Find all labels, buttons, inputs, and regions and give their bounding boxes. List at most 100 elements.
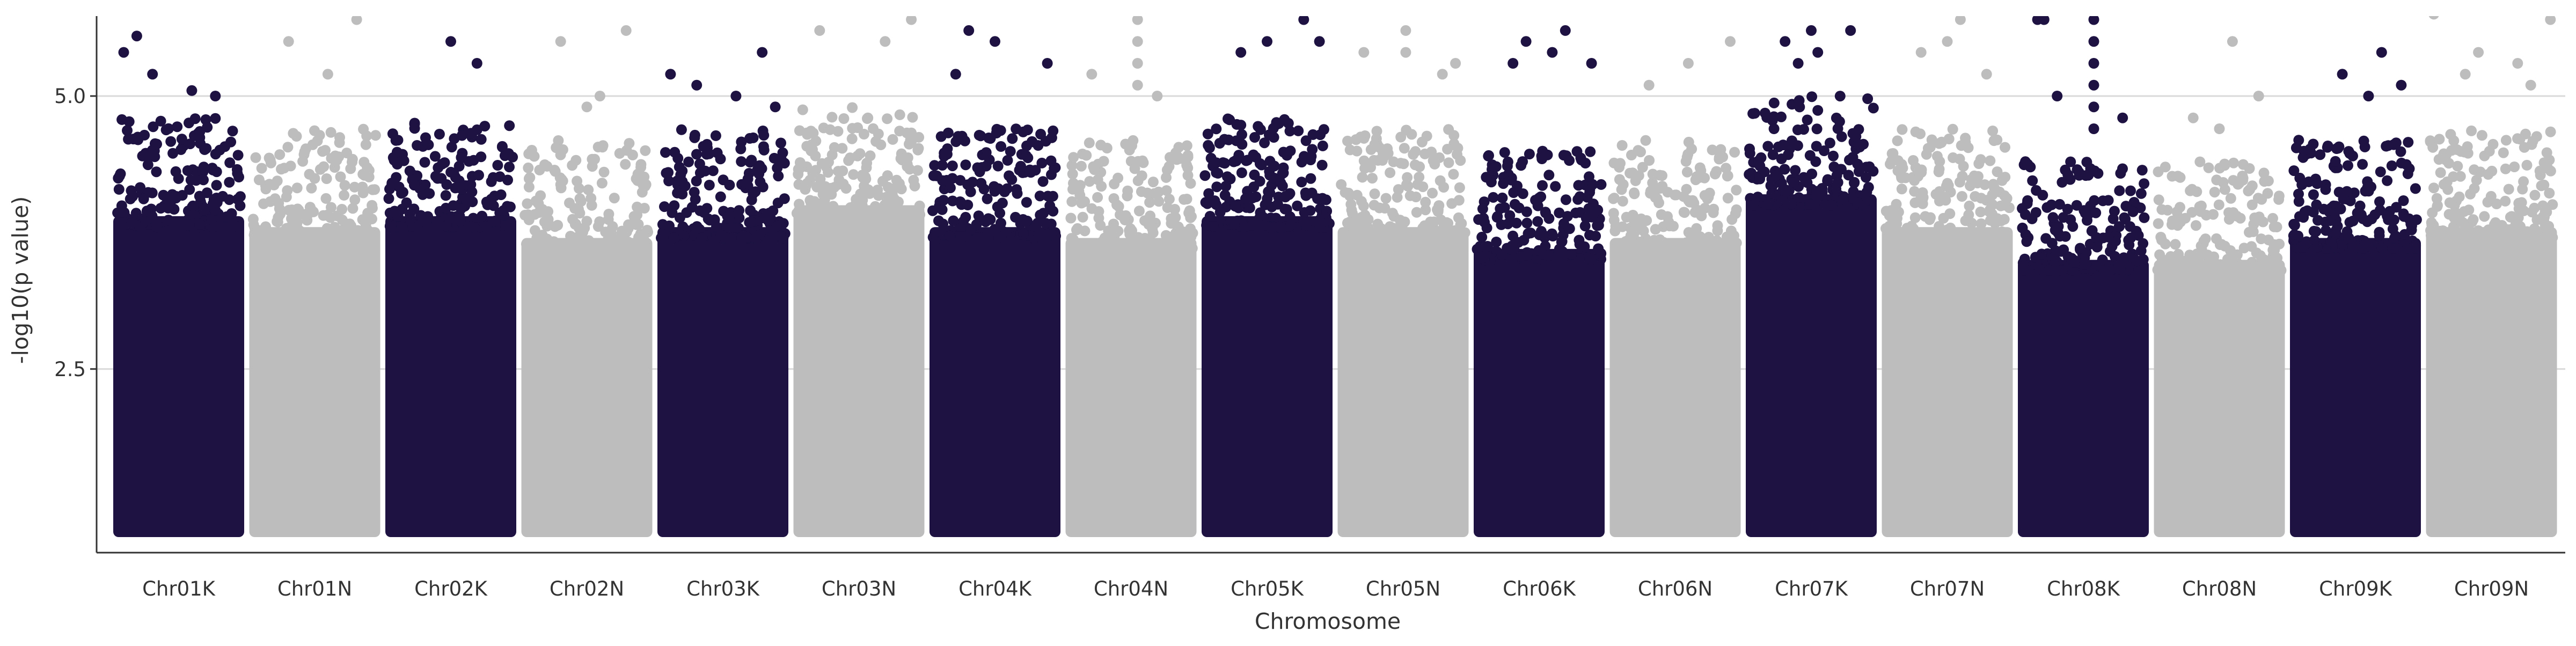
snp-point bbox=[1629, 187, 1640, 199]
snp-point bbox=[2135, 245, 2147, 256]
snp-point bbox=[2545, 126, 2556, 137]
snp-point bbox=[2080, 259, 2091, 270]
snp-point bbox=[1731, 185, 1742, 196]
snp-point bbox=[936, 204, 948, 215]
x-tick-labels: Chr01K Chr01N Chr02K Chr02N Chr03K Chr03N Chr0… bbox=[142, 577, 2529, 600]
snp-point bbox=[1958, 160, 1969, 172]
snp-point bbox=[603, 214, 614, 225]
snp-point bbox=[1893, 207, 1904, 218]
snp-point bbox=[1707, 144, 1718, 156]
snp-point bbox=[2031, 185, 2042, 196]
snp-point bbox=[2036, 248, 2047, 260]
snp-point bbox=[826, 112, 838, 123]
snp-point bbox=[1909, 186, 1920, 197]
y-tick-label: 5.0 bbox=[54, 85, 86, 108]
snp-point bbox=[912, 165, 923, 176]
snp-point bbox=[163, 215, 174, 226]
snp-point bbox=[1203, 188, 1214, 199]
snp-point bbox=[1399, 143, 1410, 154]
snp-point bbox=[1976, 232, 1987, 244]
chromosome-point-fringe bbox=[2425, 125, 2558, 244]
snp-point bbox=[1067, 168, 1078, 180]
snp-point bbox=[806, 139, 817, 150]
snp-point bbox=[2289, 229, 2300, 240]
snp-point bbox=[1892, 135, 1903, 146]
snp-point bbox=[475, 134, 487, 145]
x-tick-label: Chr01K bbox=[142, 577, 216, 600]
snp-point bbox=[1103, 225, 1114, 237]
snp-point bbox=[139, 129, 150, 141]
snp-point bbox=[620, 25, 632, 36]
snp-point bbox=[1838, 194, 1849, 205]
snp-point bbox=[412, 140, 423, 151]
snp-point bbox=[2320, 184, 2331, 195]
snp-point bbox=[771, 221, 782, 231]
snp-point bbox=[116, 3, 127, 14]
snp-point bbox=[665, 69, 676, 80]
snp-point bbox=[888, 183, 899, 194]
snp-point bbox=[1420, 204, 1431, 216]
snp-point bbox=[291, 182, 303, 194]
snp-point bbox=[843, 155, 854, 166]
snp-point bbox=[1413, 229, 1423, 240]
snp-point bbox=[1139, 233, 1151, 244]
snp-point bbox=[1044, 200, 1056, 211]
snp-point bbox=[1822, 174, 1833, 185]
snp-point bbox=[1414, 172, 1425, 183]
snp-point bbox=[1638, 225, 1649, 237]
snp-point bbox=[1499, 147, 1510, 158]
snp-point bbox=[1400, 3, 1411, 14]
snp-point bbox=[1585, 146, 1596, 157]
snp-point bbox=[1777, 140, 1789, 151]
snp-point bbox=[439, 157, 450, 168]
snp-point bbox=[466, 221, 477, 232]
snp-point bbox=[1375, 223, 1387, 234]
snp-point bbox=[873, 190, 884, 201]
snp-point bbox=[2426, 230, 2436, 241]
snp-point bbox=[504, 162, 515, 173]
snp-point bbox=[1695, 165, 1707, 176]
snp-point bbox=[1586, 58, 1597, 69]
snp-point bbox=[2529, 189, 2541, 201]
snp-point bbox=[2498, 147, 2509, 158]
snp-point bbox=[746, 194, 757, 205]
snp-point bbox=[1897, 124, 1908, 135]
snp-point bbox=[2046, 199, 2057, 210]
snp-point bbox=[2190, 220, 2201, 231]
snp-point bbox=[605, 224, 617, 236]
snp-point bbox=[2389, 232, 2400, 244]
snp-point bbox=[928, 170, 939, 181]
snp-point bbox=[669, 200, 680, 211]
snp-point bbox=[2237, 159, 2249, 170]
snp-point bbox=[857, 172, 868, 183]
snp-point bbox=[1776, 111, 1787, 122]
snp-point bbox=[2290, 142, 2302, 153]
snp-point bbox=[2500, 163, 2511, 174]
snp-point bbox=[2219, 240, 2230, 252]
chromosome-point-cloud bbox=[2018, 260, 2149, 537]
snp-point bbox=[206, 214, 217, 225]
snp-point bbox=[142, 159, 153, 171]
snp-point bbox=[823, 167, 833, 178]
snp-point bbox=[632, 209, 643, 221]
snp-point bbox=[1767, 149, 1779, 160]
snp-point bbox=[721, 232, 732, 244]
snp-point bbox=[235, 200, 246, 211]
snp-point bbox=[2091, 232, 2102, 243]
snp-point bbox=[1007, 133, 1018, 144]
snp-point bbox=[2497, 232, 2508, 243]
snp-point bbox=[362, 232, 373, 243]
snp-point bbox=[272, 216, 283, 227]
snp-point bbox=[1726, 214, 1738, 225]
snp-point bbox=[2225, 254, 2236, 265]
snp-point bbox=[2443, 209, 2455, 220]
snp-point bbox=[1244, 202, 1255, 214]
snp-point bbox=[1909, 212, 1921, 223]
snp-point bbox=[1342, 217, 1353, 229]
snp-point bbox=[2215, 262, 2227, 274]
x-tick-label: Chr05N bbox=[1366, 577, 1440, 600]
snp-point bbox=[2503, 183, 2514, 195]
snp-point bbox=[1618, 179, 1629, 190]
snp-point bbox=[155, 115, 166, 127]
snp-point bbox=[1960, 215, 1971, 226]
